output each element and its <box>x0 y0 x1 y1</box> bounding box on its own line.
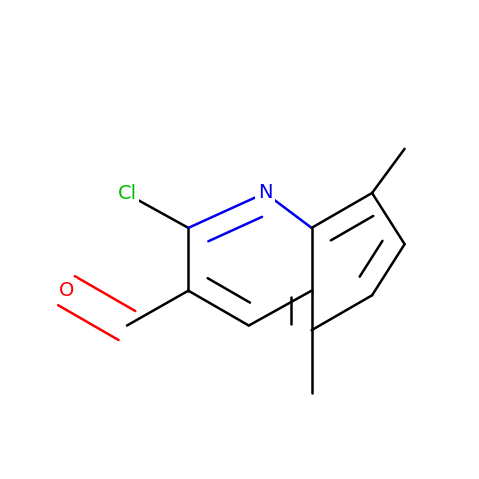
Text: O: O <box>59 281 74 300</box>
Text: Cl: Cl <box>117 184 137 204</box>
Text: N: N <box>258 183 273 203</box>
